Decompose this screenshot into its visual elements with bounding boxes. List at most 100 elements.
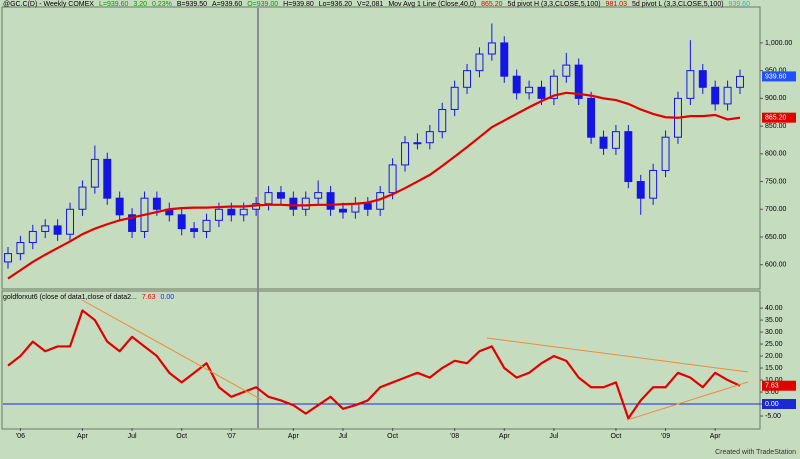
header-text: B=939.50 bbox=[177, 1, 207, 8]
candle-body bbox=[475, 53, 484, 72]
candle-body bbox=[525, 86, 534, 94]
price-marker-label: 939.60 bbox=[765, 73, 787, 80]
header-text: 3.20 bbox=[133, 1, 147, 8]
x-tick-label: Jul bbox=[128, 433, 137, 440]
candle-body bbox=[413, 142, 422, 145]
header-text: 939.60 bbox=[729, 1, 751, 8]
header-text: O=939.00 bbox=[247, 1, 278, 8]
x-tick-label: '08 bbox=[450, 433, 459, 440]
candle-body bbox=[339, 208, 347, 213]
candle-body bbox=[624, 131, 633, 183]
candle-body bbox=[636, 181, 645, 199]
oscillator-line bbox=[7, 309, 741, 420]
candle-body bbox=[66, 208, 75, 235]
candle-body bbox=[264, 192, 273, 205]
y-tick-label: 800.00 bbox=[765, 151, 787, 158]
candle-body bbox=[53, 225, 62, 235]
candle-body bbox=[611, 131, 620, 149]
x-tick-label: Jul bbox=[339, 433, 348, 440]
price-marker-label: 865.20 bbox=[765, 115, 787, 122]
candle-body bbox=[438, 108, 447, 133]
x-tick-label: '07 bbox=[227, 433, 236, 440]
header-text: V=2,081 bbox=[357, 1, 383, 8]
candle-body bbox=[463, 70, 472, 88]
header-text: Mov Avg 1 Line (Close,40,0) bbox=[388, 1, 476, 8]
header-text: L=939.60 bbox=[99, 1, 128, 8]
candle-body bbox=[177, 214, 186, 230]
y-tick-label: 35.00 bbox=[765, 317, 783, 324]
x-tick-label: Oct bbox=[176, 433, 187, 440]
y-tick-label: 950.00 bbox=[765, 67, 787, 74]
y-tick-label: 40.00 bbox=[765, 305, 783, 312]
candle-body bbox=[487, 42, 496, 55]
oscillator-panel bbox=[1, 290, 761, 430]
candle-body bbox=[28, 230, 37, 244]
y-tick-label: 600.00 bbox=[765, 262, 787, 269]
x-tick-label: Apr bbox=[499, 433, 511, 440]
candle-body bbox=[351, 203, 360, 213]
price-marker-label: 0.00 bbox=[765, 401, 779, 408]
candle-body bbox=[599, 136, 608, 149]
candle-body bbox=[301, 197, 310, 210]
price-marker bbox=[762, 71, 796, 82]
candle-body bbox=[388, 164, 397, 194]
candle-body bbox=[4, 253, 12, 263]
price-marker bbox=[762, 380, 796, 391]
y-tick-label: 750.00 bbox=[765, 178, 787, 185]
y-tick-label: 30.00 bbox=[765, 329, 783, 336]
candle-body bbox=[190, 228, 199, 232]
plot-layer bbox=[3, 23, 760, 420]
candle-body bbox=[512, 75, 521, 94]
x-tick-label: Oct bbox=[610, 433, 621, 440]
candle-body bbox=[214, 208, 223, 221]
price-marker bbox=[762, 112, 796, 123]
y-tick-label: 850.00 bbox=[765, 123, 787, 130]
candle-body bbox=[128, 214, 137, 232]
y-tick-label: 20.00 bbox=[765, 353, 783, 360]
candle-body bbox=[401, 142, 409, 166]
footer: Created with TradeStation bbox=[715, 449, 796, 456]
y-tick-label: 1,000.00 bbox=[765, 40, 792, 47]
x-tick-label: Oct bbox=[387, 433, 398, 440]
header-text: H=939.80 bbox=[283, 1, 314, 8]
header-text: 5d pivot H (3,3,CLOSE,5,100) bbox=[508, 1, 601, 8]
header-text: 7.63 bbox=[142, 294, 156, 301]
header-text: @GC.C(D) - Weekly COMEX bbox=[3, 1, 94, 8]
y-tick-label: 700.00 bbox=[765, 206, 787, 213]
y-tick-label: 15.00 bbox=[765, 365, 783, 372]
y-tick-label: 5.00 bbox=[765, 389, 779, 396]
candle-body bbox=[450, 86, 459, 110]
candle-body bbox=[425, 131, 434, 144]
candle-body bbox=[698, 70, 707, 88]
y-tick-label: 10.00 bbox=[765, 377, 783, 384]
candle-body bbox=[16, 242, 25, 255]
y-tick-label: 650.00 bbox=[765, 234, 787, 241]
candle-body bbox=[537, 86, 546, 99]
y-tick-label: 900.00 bbox=[765, 95, 787, 102]
candle-body bbox=[649, 169, 658, 199]
candle-body bbox=[202, 219, 211, 232]
candle-body bbox=[711, 86, 720, 105]
candle-body bbox=[723, 86, 732, 105]
header-text: 865.20 bbox=[481, 1, 503, 8]
candle-body bbox=[115, 197, 124, 216]
candle-body bbox=[41, 225, 50, 232]
candle-body bbox=[562, 64, 571, 77]
candle-body bbox=[686, 70, 695, 99]
moving-average bbox=[7, 91, 741, 280]
candle-body bbox=[227, 208, 236, 216]
header-text: 981.03 bbox=[606, 1, 628, 8]
candle-body bbox=[78, 186, 87, 210]
candle-body bbox=[736, 75, 744, 88]
candle-body bbox=[587, 97, 596, 138]
candle-body bbox=[549, 75, 558, 99]
candle-body bbox=[661, 136, 670, 171]
x-tick-label: '06 bbox=[16, 433, 25, 440]
candle-body bbox=[326, 192, 335, 210]
candle-body bbox=[500, 42, 509, 77]
header-text: A=939.60 bbox=[212, 1, 242, 8]
x-tick-label: Apr bbox=[710, 433, 722, 440]
price-panel bbox=[1, 6, 761, 290]
